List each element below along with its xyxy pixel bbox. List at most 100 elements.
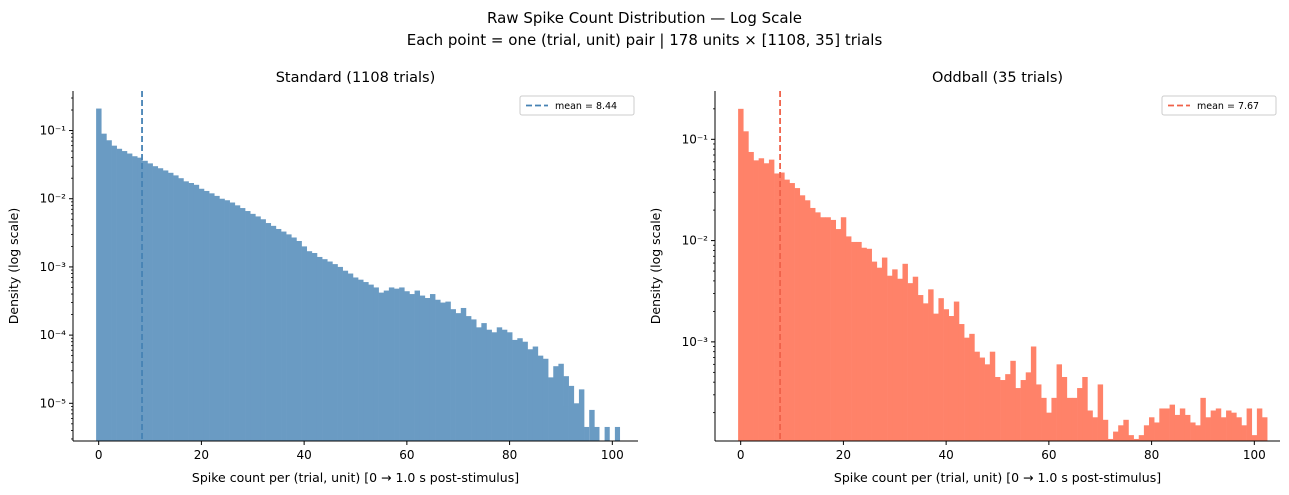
histogram-bar bbox=[614, 426, 621, 441]
histogram-bar bbox=[1077, 388, 1083, 441]
histogram-bar bbox=[748, 151, 754, 441]
histogram-bar bbox=[1138, 435, 1145, 441]
histogram-bar bbox=[743, 131, 749, 442]
histogram-bar bbox=[260, 219, 266, 441]
histogram-bar bbox=[512, 339, 518, 441]
histogram-bar bbox=[1118, 425, 1124, 441]
histogram-bar bbox=[548, 377, 554, 441]
histogram-bar bbox=[1051, 397, 1057, 441]
histogram-bar bbox=[471, 319, 477, 441]
histogram-bar bbox=[568, 385, 575, 441]
histogram-bar bbox=[142, 160, 148, 442]
histogram-bar bbox=[933, 313, 939, 441]
panel-title: Standard (1108 trials) bbox=[276, 70, 436, 86]
histogram-bar bbox=[589, 409, 595, 441]
histogram-bar bbox=[1190, 422, 1196, 441]
histogram-bar bbox=[794, 188, 801, 441]
histogram-bar bbox=[465, 316, 472, 441]
histogram-bar bbox=[532, 346, 539, 441]
histogram-bar bbox=[126, 153, 133, 441]
histogram-bar bbox=[1179, 408, 1186, 441]
histogram-bar bbox=[1015, 388, 1021, 441]
histogram-bar bbox=[414, 290, 421, 441]
histogram-bar bbox=[347, 273, 354, 441]
x-tick-label: 80 bbox=[1144, 448, 1159, 462]
histogram-bar bbox=[594, 426, 600, 441]
x-tick-label: 20 bbox=[194, 448, 209, 462]
histogram-bar bbox=[1169, 404, 1176, 441]
histogram-bars bbox=[738, 108, 1268, 442]
histogram-bar bbox=[815, 212, 821, 441]
histogram-bar bbox=[887, 275, 893, 441]
histogram-bar bbox=[1184, 414, 1191, 441]
histogram-bar bbox=[147, 163, 153, 441]
histogram-bar bbox=[1159, 408, 1165, 441]
histogram-bar bbox=[101, 133, 107, 441]
y-tick-label: 10⁻⁴ bbox=[40, 328, 67, 342]
histogram-bar bbox=[460, 307, 467, 441]
histogram-bar bbox=[311, 253, 318, 441]
histogram-bar bbox=[440, 302, 446, 441]
x-tick-label: 40 bbox=[296, 448, 311, 462]
x-tick-label: 80 bbox=[502, 448, 517, 462]
histogram-bar bbox=[496, 327, 503, 441]
histogram-bar bbox=[1262, 417, 1268, 441]
histogram-bar bbox=[383, 290, 390, 441]
histogram-bar bbox=[871, 261, 878, 441]
histogram-bar bbox=[1174, 414, 1181, 441]
oddball-panel: 0 20 40 60 80 100 10⁻³ 10⁻² 10⁻¹ Oddball (35 tria… bbox=[648, 70, 1280, 485]
y-axis-label: Density (log scale) bbox=[648, 208, 663, 325]
histogram-bar bbox=[157, 168, 164, 442]
histogram-bar bbox=[928, 289, 934, 441]
histogram-bar bbox=[578, 389, 585, 441]
histogram-bar bbox=[851, 241, 857, 441]
histogram-bar bbox=[912, 276, 919, 441]
histogram-bar bbox=[1226, 410, 1232, 441]
histogram-bar bbox=[1210, 410, 1217, 441]
panel-title: Oddball (35 trials) bbox=[932, 70, 1063, 86]
y-tick-label: 10⁻² bbox=[40, 192, 67, 206]
x-tick-label: 60 bbox=[399, 448, 414, 462]
histogram-bar bbox=[553, 366, 559, 441]
histogram-bar bbox=[132, 156, 138, 442]
histogram-bar bbox=[958, 324, 965, 441]
x-tick-label: 40 bbox=[938, 448, 953, 462]
histogram-bar bbox=[352, 277, 359, 441]
histogram-bar bbox=[1149, 417, 1155, 441]
histogram-bar bbox=[178, 178, 184, 441]
histogram-bar bbox=[1056, 364, 1063, 441]
histogram-bar bbox=[753, 160, 759, 441]
histogram-bar bbox=[861, 247, 867, 441]
histogram-bar bbox=[897, 278, 903, 441]
histogram-bar bbox=[455, 313, 462, 441]
histogram-bar bbox=[1107, 438, 1114, 441]
histogram-bar bbox=[265, 223, 272, 441]
histogram-bar bbox=[763, 163, 770, 441]
histogram-bar bbox=[270, 225, 277, 441]
histogram-bar bbox=[296, 240, 302, 441]
histogram-bar bbox=[1087, 410, 1093, 441]
y-axis-label: Density (log scale) bbox=[6, 208, 21, 325]
histogram-bar bbox=[1205, 417, 1211, 441]
histogram-bar bbox=[964, 337, 970, 441]
histogram-bar bbox=[404, 291, 410, 441]
figure-title: Raw Spike Count Distribution — Log Scale bbox=[487, 9, 802, 27]
legend-box bbox=[1161, 95, 1277, 116]
x-axis-label: Spike count per (trial, unit) [0 → 1.0 s… bbox=[834, 470, 1161, 485]
histogram-bar bbox=[193, 184, 200, 441]
histogram-bar bbox=[255, 216, 261, 441]
x-tick-label: 0 bbox=[737, 448, 745, 462]
histogram-bar bbox=[358, 279, 364, 441]
histogram-bar bbox=[409, 294, 415, 441]
histogram-bar bbox=[96, 108, 102, 441]
histogram-bar bbox=[429, 294, 436, 441]
x-tick-label: 100 bbox=[601, 448, 624, 462]
histogram-bar bbox=[486, 329, 492, 441]
histogram-bar bbox=[121, 151, 128, 441]
x-tick-label: 60 bbox=[1041, 448, 1056, 462]
histogram-bar bbox=[301, 246, 308, 441]
histogram-bar bbox=[116, 148, 123, 441]
histogram-bar bbox=[373, 287, 379, 441]
histogram-bar bbox=[501, 329, 508, 441]
